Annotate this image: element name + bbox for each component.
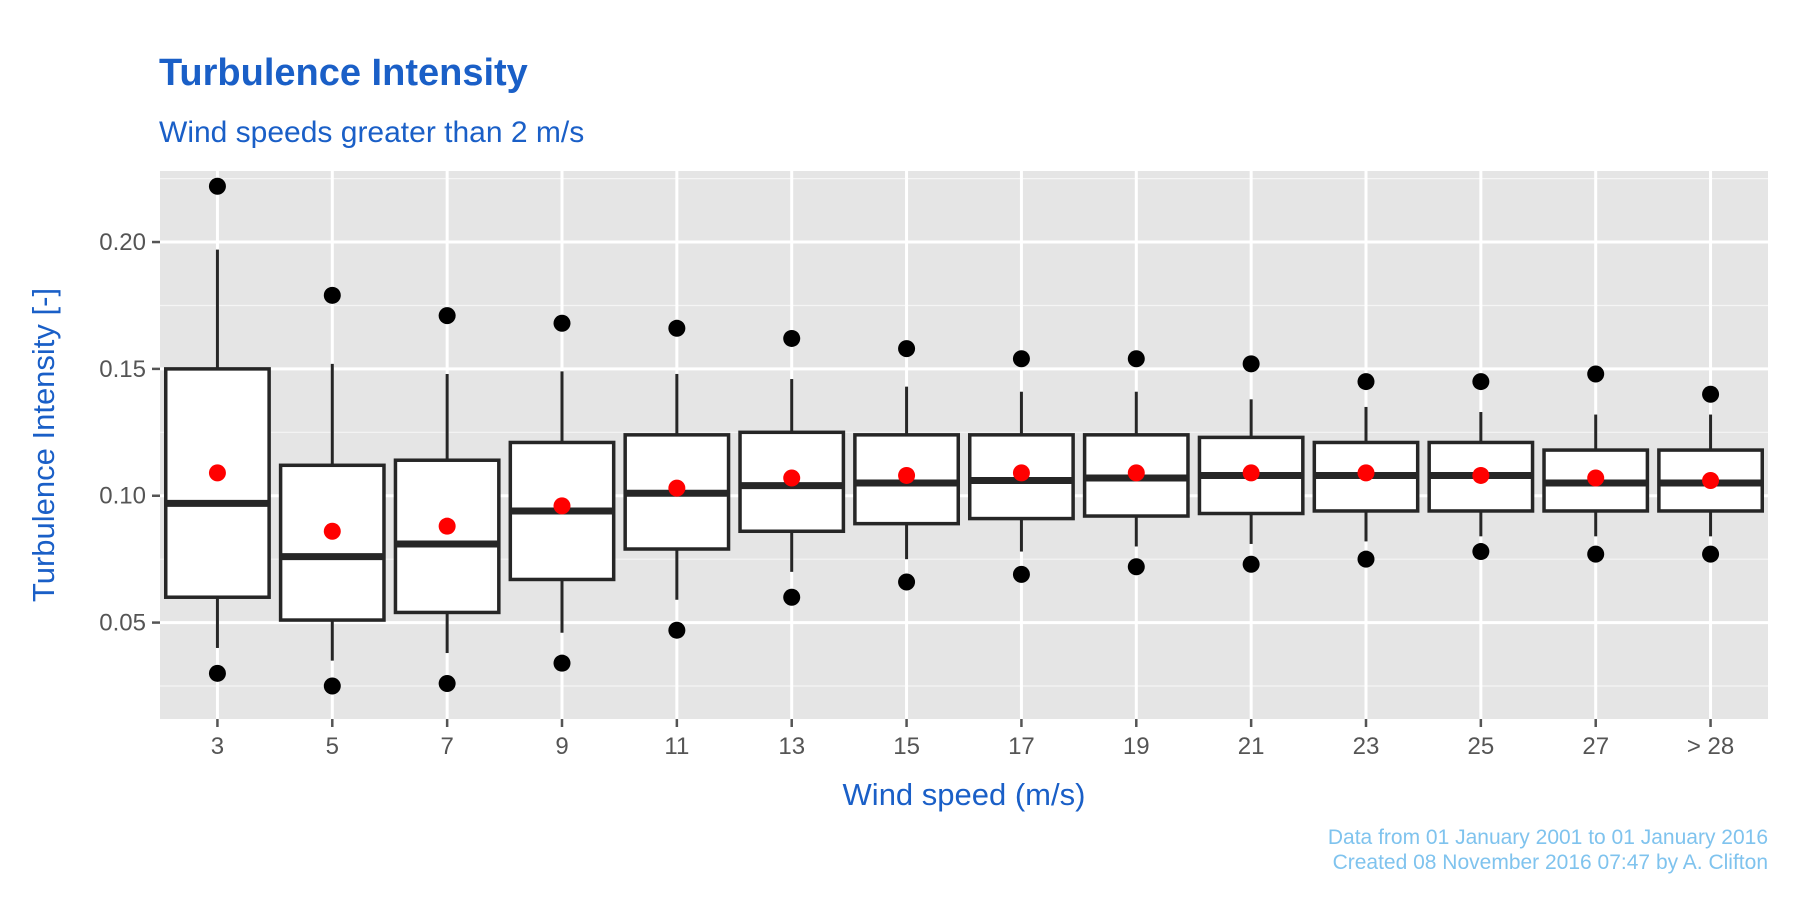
outlier-point-high xyxy=(323,286,341,304)
x-tick-label: 13 xyxy=(778,733,805,760)
x-tick-label: 7 xyxy=(440,733,453,760)
x-tick-label: 9 xyxy=(555,733,568,760)
outlier-point-low xyxy=(553,654,571,672)
caption-created: Created 08 November 2016 07:47 by A. Cli… xyxy=(1332,851,1768,874)
box-group xyxy=(163,177,271,682)
box-group xyxy=(1082,350,1190,576)
chart-title: Turbulence Intensity xyxy=(159,52,528,94)
outlier-point-low xyxy=(1242,555,1260,573)
mean-point xyxy=(1242,464,1260,482)
y-tick-label: 0.15 xyxy=(99,356,146,383)
caption-data-range: Data from 01 January 2001 to 01 January … xyxy=(1327,826,1768,849)
x-axis-title: Wind speed (m/s) xyxy=(843,777,1086,812)
box-group xyxy=(393,307,501,692)
box-group xyxy=(853,340,961,591)
mean-point xyxy=(553,497,571,515)
boxes-layer xyxy=(163,177,1765,695)
outlier-point-high xyxy=(1357,373,1375,391)
outlier-point-low xyxy=(898,573,916,591)
outlier-point-low xyxy=(438,674,456,692)
outlier-point-high xyxy=(553,314,571,332)
mean-point xyxy=(1702,472,1720,490)
mean-point xyxy=(208,464,226,482)
x-tick-label: 23 xyxy=(1353,733,1380,760)
outlier-point-low xyxy=(1587,545,1605,563)
x-tick-label: 11 xyxy=(664,733,689,760)
outlier-point-high xyxy=(438,307,456,325)
outlier-point-high xyxy=(668,319,686,337)
mean-point xyxy=(898,466,916,484)
x-tick-label: 5 xyxy=(326,733,339,760)
mean-point xyxy=(1472,466,1490,484)
chart-subtitle: Wind speeds greater than 2 m/s xyxy=(159,116,585,149)
outlier-point-low xyxy=(208,664,226,682)
mean-point xyxy=(1127,464,1145,482)
outlier-point-low xyxy=(1702,545,1720,563)
outlier-point-low xyxy=(323,677,341,695)
x-tick-label: > 28 xyxy=(1687,733,1734,760)
x-tick-label: 17 xyxy=(1008,733,1035,760)
mean-point xyxy=(783,469,801,487)
mean-point xyxy=(1587,469,1605,487)
box-group xyxy=(278,286,386,695)
x-tick-label: 27 xyxy=(1582,733,1609,760)
outlier-point-low xyxy=(1012,565,1030,583)
outlier-point-low xyxy=(1472,543,1490,561)
outlier-point-high xyxy=(783,329,801,347)
mean-point xyxy=(668,479,686,497)
y-tick-label: 0.20 xyxy=(99,229,146,256)
box-group xyxy=(508,314,616,672)
box-group xyxy=(1427,373,1535,561)
y-axis: 0.05 0.10 0.15 0.20 xyxy=(99,229,160,637)
mean-point xyxy=(1357,464,1375,482)
box-group xyxy=(623,319,731,639)
box-group xyxy=(738,329,846,606)
outlier-point-high xyxy=(1472,373,1490,391)
y-tick-label: 0.05 xyxy=(99,610,146,637)
box-group xyxy=(967,350,1075,583)
outlier-point-high xyxy=(1702,385,1720,403)
mean-point xyxy=(1012,464,1030,482)
outlier-point-low xyxy=(668,621,686,639)
y-tick-label: 0.10 xyxy=(99,483,146,510)
outlier-point-high xyxy=(1587,365,1605,383)
outlier-point-high xyxy=(1127,350,1145,368)
mean-point xyxy=(323,522,341,540)
y-axis-title: Turbulence Intensity [-] xyxy=(26,288,61,602)
x-tick-label: 15 xyxy=(893,733,920,760)
box-iqr xyxy=(393,458,501,615)
outlier-point-low xyxy=(1127,558,1145,576)
outlier-point-high xyxy=(1242,355,1260,373)
box-group xyxy=(1657,385,1765,563)
box-iqr xyxy=(278,463,386,622)
x-tick-label: 3 xyxy=(211,733,224,760)
x-axis: 3 5 7 9 11 13 15 17 19 21 23 25 27 > 28 xyxy=(211,719,1734,760)
box-group xyxy=(1542,365,1650,563)
box-group xyxy=(1312,373,1420,568)
outlier-point-low xyxy=(1357,550,1375,568)
x-tick-label: 21 xyxy=(1238,733,1265,760)
x-tick-label: 19 xyxy=(1123,733,1150,760)
outlier-point-high xyxy=(1012,350,1030,368)
outlier-point-high xyxy=(208,177,226,195)
x-tick-label: 25 xyxy=(1468,733,1495,760)
box-group xyxy=(1197,355,1305,573)
outlier-point-low xyxy=(783,588,801,606)
mean-point xyxy=(438,517,456,535)
outlier-point-high xyxy=(898,340,916,358)
box-iqr xyxy=(163,367,271,599)
